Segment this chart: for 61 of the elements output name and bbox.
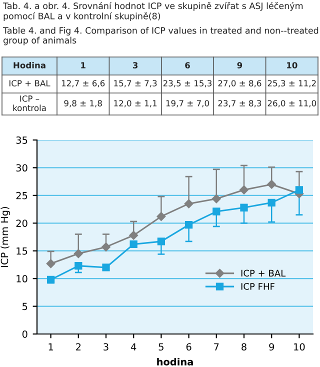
y-tick-label: 20 bbox=[16, 220, 28, 227]
x-tick-label: 5 bbox=[158, 343, 164, 351]
legend-label: ICP FHF bbox=[241, 283, 274, 290]
point bbox=[240, 204, 248, 212]
x-tick-label: 7 bbox=[214, 343, 219, 350]
x-tick-label: 1 bbox=[48, 343, 53, 350]
point bbox=[102, 242, 110, 252]
point bbox=[267, 180, 276, 189]
point bbox=[102, 264, 110, 272]
text: 9 bbox=[237, 62, 242, 68]
legend-label: ICP + BAL bbox=[241, 270, 286, 277]
text: 6 bbox=[185, 62, 190, 68]
point bbox=[212, 208, 220, 216]
point bbox=[46, 276, 55, 284]
y-tick-label: 10 bbox=[16, 275, 28, 282]
point bbox=[212, 194, 221, 204]
x-tick-label: 4 bbox=[130, 343, 136, 350]
y-tick-label: 35 bbox=[16, 136, 28, 144]
x-axis-title: hodina bbox=[157, 358, 193, 366]
x-tick-label: 6 bbox=[186, 343, 192, 351]
y-tick-label: 30 bbox=[16, 164, 28, 172]
x-tick-label: 10 bbox=[294, 343, 305, 351]
text: 23,7 ± 8,3 bbox=[218, 100, 262, 108]
text: 27,0 ± 8,6 bbox=[218, 80, 262, 88]
x-tick-label: 8 bbox=[242, 343, 246, 351]
y-tick-label: 5 bbox=[22, 302, 28, 310]
point bbox=[184, 199, 194, 208]
x-tick-label: 3 bbox=[104, 343, 108, 351]
text: 9,8 ± 1,8 bbox=[64, 100, 102, 108]
text: 26,0 ± 11,0 bbox=[268, 100, 316, 108]
chart-subtitle: Table 4. and Fig 4. Comparison of ICP values in treated and non--treated group of animals bbox=[2, 27, 318, 46]
x-tick-label: 2 bbox=[76, 343, 81, 350]
point bbox=[156, 212, 166, 221]
text: 3 bbox=[132, 62, 138, 68]
text: 19,7 ± 7,0 bbox=[166, 100, 209, 108]
chart-title: Tab. 4. a obr. 4. Srovnání hodnot ICP ve skupině zvířat s ASJ léčeným pomocí BAL a v kontrolní skupině(8) bbox=[2, 2, 303, 22]
text: 10 bbox=[287, 62, 298, 68]
y-tick-label: 25 bbox=[16, 192, 28, 200]
text: 25,3 ± 11,2 bbox=[268, 80, 316, 88]
y-axis-title: ICP (mm Hg) bbox=[0, 206, 10, 267]
point bbox=[184, 220, 193, 229]
point bbox=[46, 259, 56, 268]
point bbox=[129, 230, 138, 240]
point bbox=[268, 198, 276, 206]
text: ICP + BAL bbox=[9, 80, 50, 86]
text: Hodina bbox=[14, 62, 46, 68]
point bbox=[295, 186, 304, 194]
text: ICP – kontrola bbox=[13, 95, 46, 112]
text: 1 bbox=[81, 62, 86, 68]
point bbox=[240, 185, 248, 194]
y-tick-label: 0 bbox=[22, 330, 28, 338]
text: 12,7 ± 6,6 bbox=[62, 80, 105, 88]
text: 23,5 ± 15,3 bbox=[163, 80, 212, 88]
point bbox=[157, 238, 166, 246]
point bbox=[74, 262, 82, 270]
point bbox=[130, 240, 138, 248]
text: 12,0 ± 1,1 bbox=[114, 100, 157, 108]
point bbox=[74, 249, 83, 258]
y-tick-label: 15 bbox=[16, 247, 28, 255]
text: 15,7 ± 7,3 bbox=[114, 80, 157, 88]
x-tick-label: 9 bbox=[269, 343, 274, 351]
